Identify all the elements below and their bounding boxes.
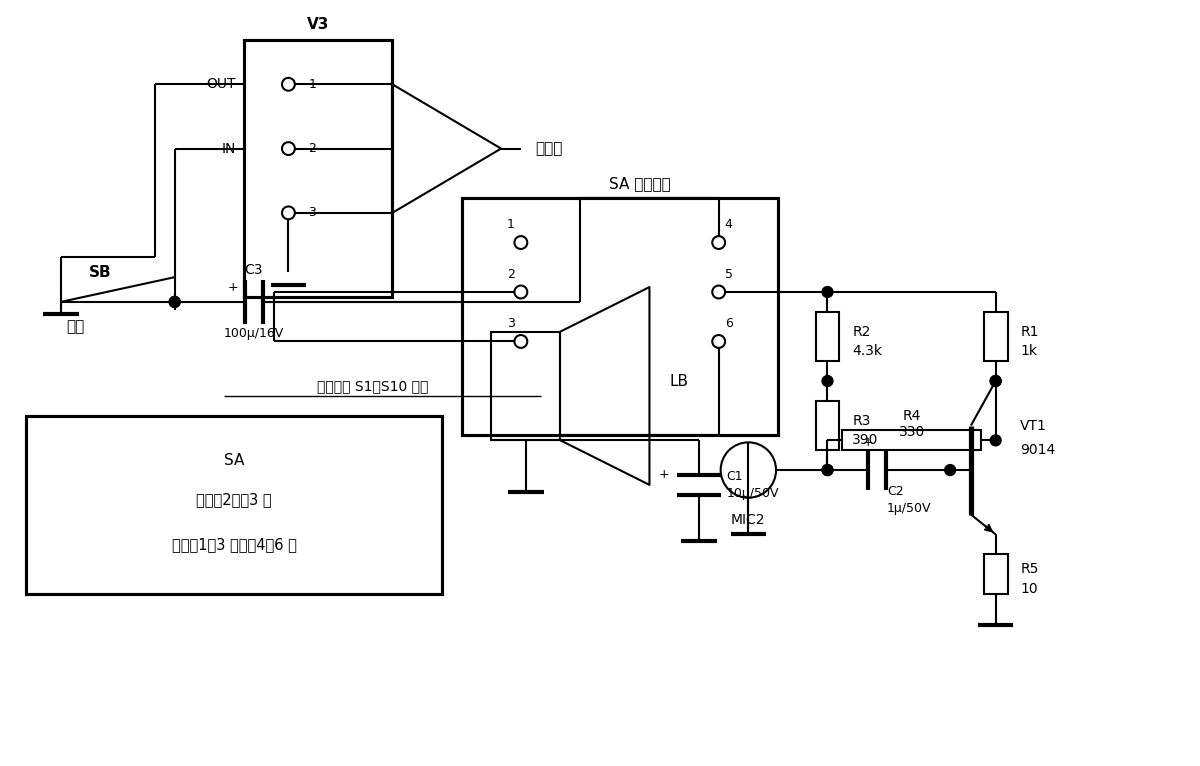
Circle shape xyxy=(822,465,833,476)
Bar xyxy=(984,554,1008,594)
Bar xyxy=(462,198,778,435)
Circle shape xyxy=(713,335,725,348)
Circle shape xyxy=(282,207,295,219)
Text: OUT: OUT xyxy=(206,77,236,91)
Text: MIC2: MIC2 xyxy=(731,512,766,526)
Text: 4: 4 xyxy=(725,218,732,231)
Text: 3: 3 xyxy=(508,317,515,330)
Circle shape xyxy=(713,286,725,299)
Text: 390: 390 xyxy=(852,434,878,447)
Text: +: + xyxy=(228,280,239,293)
Text: 9014: 9014 xyxy=(1020,444,1056,457)
Text: 3: 3 xyxy=(308,206,316,219)
Text: 2: 2 xyxy=(508,267,515,280)
Text: R2: R2 xyxy=(852,325,871,339)
Text: R5: R5 xyxy=(1020,562,1039,576)
Circle shape xyxy=(822,286,833,297)
Text: SA 话机开关: SA 话机开关 xyxy=(608,175,671,191)
Text: C2
1μ/50V: C2 1μ/50V xyxy=(887,485,931,515)
Text: 6: 6 xyxy=(725,317,732,330)
Text: 摘机时1～3 通、　4～6 通: 摘机时1～3 通、 4～6 通 xyxy=(172,537,296,552)
Circle shape xyxy=(515,286,527,299)
Text: LB: LB xyxy=(670,374,689,388)
Text: 开锁: 开锁 xyxy=(67,319,85,334)
Circle shape xyxy=(990,435,1001,446)
Text: IN: IN xyxy=(222,142,236,155)
Bar xyxy=(984,312,1008,362)
Text: 10: 10 xyxy=(1020,581,1038,596)
Text: +: + xyxy=(659,469,670,482)
Text: 1k: 1k xyxy=(1020,345,1037,358)
Circle shape xyxy=(515,236,527,249)
Text: 4.3k: 4.3k xyxy=(852,345,882,358)
Bar xyxy=(842,430,980,450)
Text: 330: 330 xyxy=(899,425,925,440)
Bar xyxy=(244,40,392,297)
Circle shape xyxy=(282,78,295,90)
Text: +: + xyxy=(863,436,874,449)
Text: C1
10μ/50V: C1 10μ/50V xyxy=(727,470,779,500)
Text: R4: R4 xyxy=(902,408,920,423)
Text: SB: SB xyxy=(89,265,112,280)
Bar xyxy=(816,312,839,362)
Circle shape xyxy=(282,142,295,155)
Circle shape xyxy=(944,465,955,476)
Bar xyxy=(816,401,839,450)
Text: 100μ/16V: 100μ/16V xyxy=(223,327,284,340)
Text: 挂机时2、　3 通: 挂机时2、 3 通 xyxy=(197,493,272,507)
Text: 2: 2 xyxy=(308,142,316,155)
Text: SA: SA xyxy=(224,453,245,468)
Circle shape xyxy=(822,375,833,387)
Bar xyxy=(491,332,560,440)
Circle shape xyxy=(990,375,1001,387)
Text: 1: 1 xyxy=(508,218,515,231)
Circle shape xyxy=(169,296,180,307)
Text: R3: R3 xyxy=(852,414,871,427)
Text: V3: V3 xyxy=(307,18,329,32)
Text: VT1: VT1 xyxy=(1020,418,1048,433)
Text: 到主板: 到主板 xyxy=(535,141,563,156)
Text: 1: 1 xyxy=(308,78,316,91)
Circle shape xyxy=(990,375,1001,387)
Circle shape xyxy=(169,296,180,307)
Bar xyxy=(26,416,442,594)
Circle shape xyxy=(713,236,725,249)
Text: R1: R1 xyxy=(1020,325,1039,339)
Circle shape xyxy=(515,335,527,348)
Circle shape xyxy=(822,465,833,476)
Text: 5: 5 xyxy=(725,267,732,280)
Text: C3: C3 xyxy=(245,264,263,277)
Text: 来自按键 S1～S10 之一: 来自按键 S1～S10 之一 xyxy=(317,379,428,393)
